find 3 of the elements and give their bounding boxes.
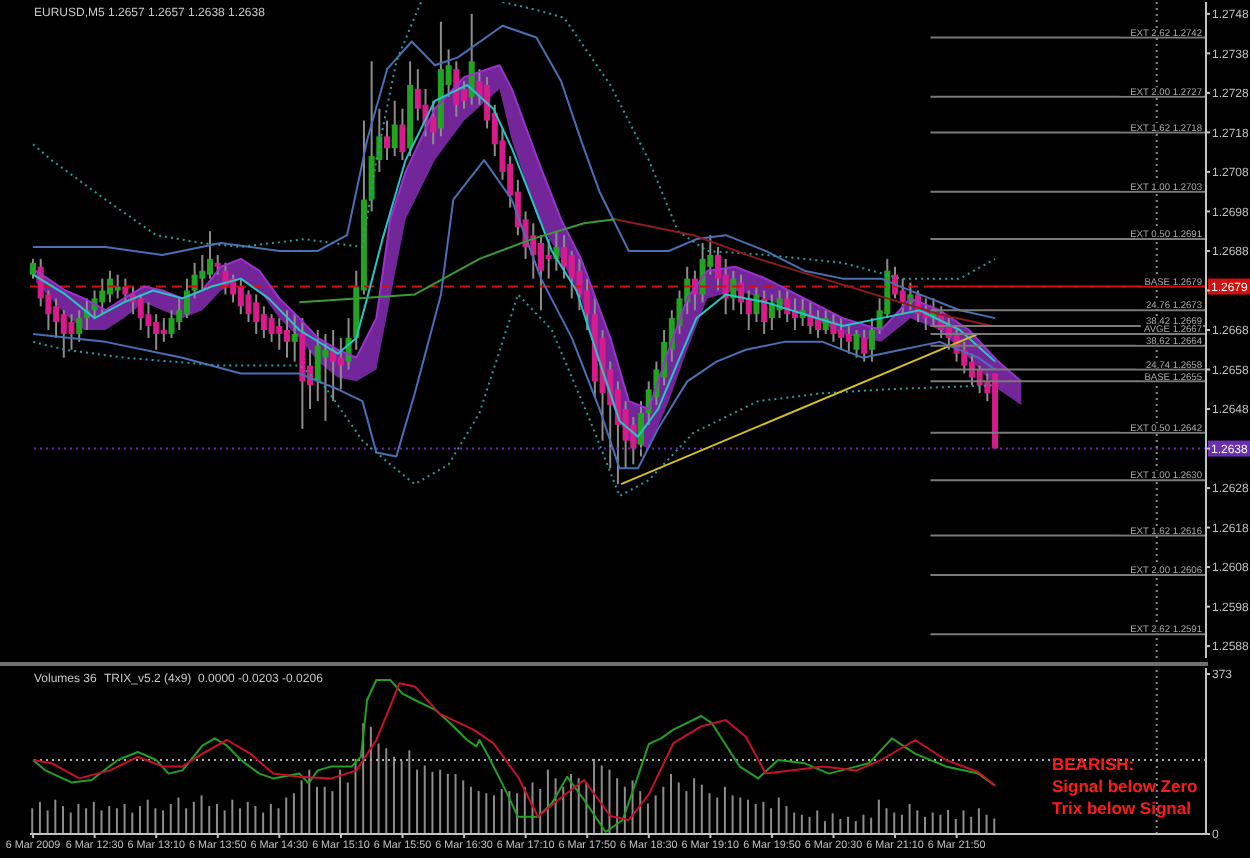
annotation: Signal below Zero: [1052, 776, 1198, 798]
annotation: Trix below Signal: [1052, 798, 1193, 820]
annotation: BEARISH:: [1052, 754, 1137, 776]
